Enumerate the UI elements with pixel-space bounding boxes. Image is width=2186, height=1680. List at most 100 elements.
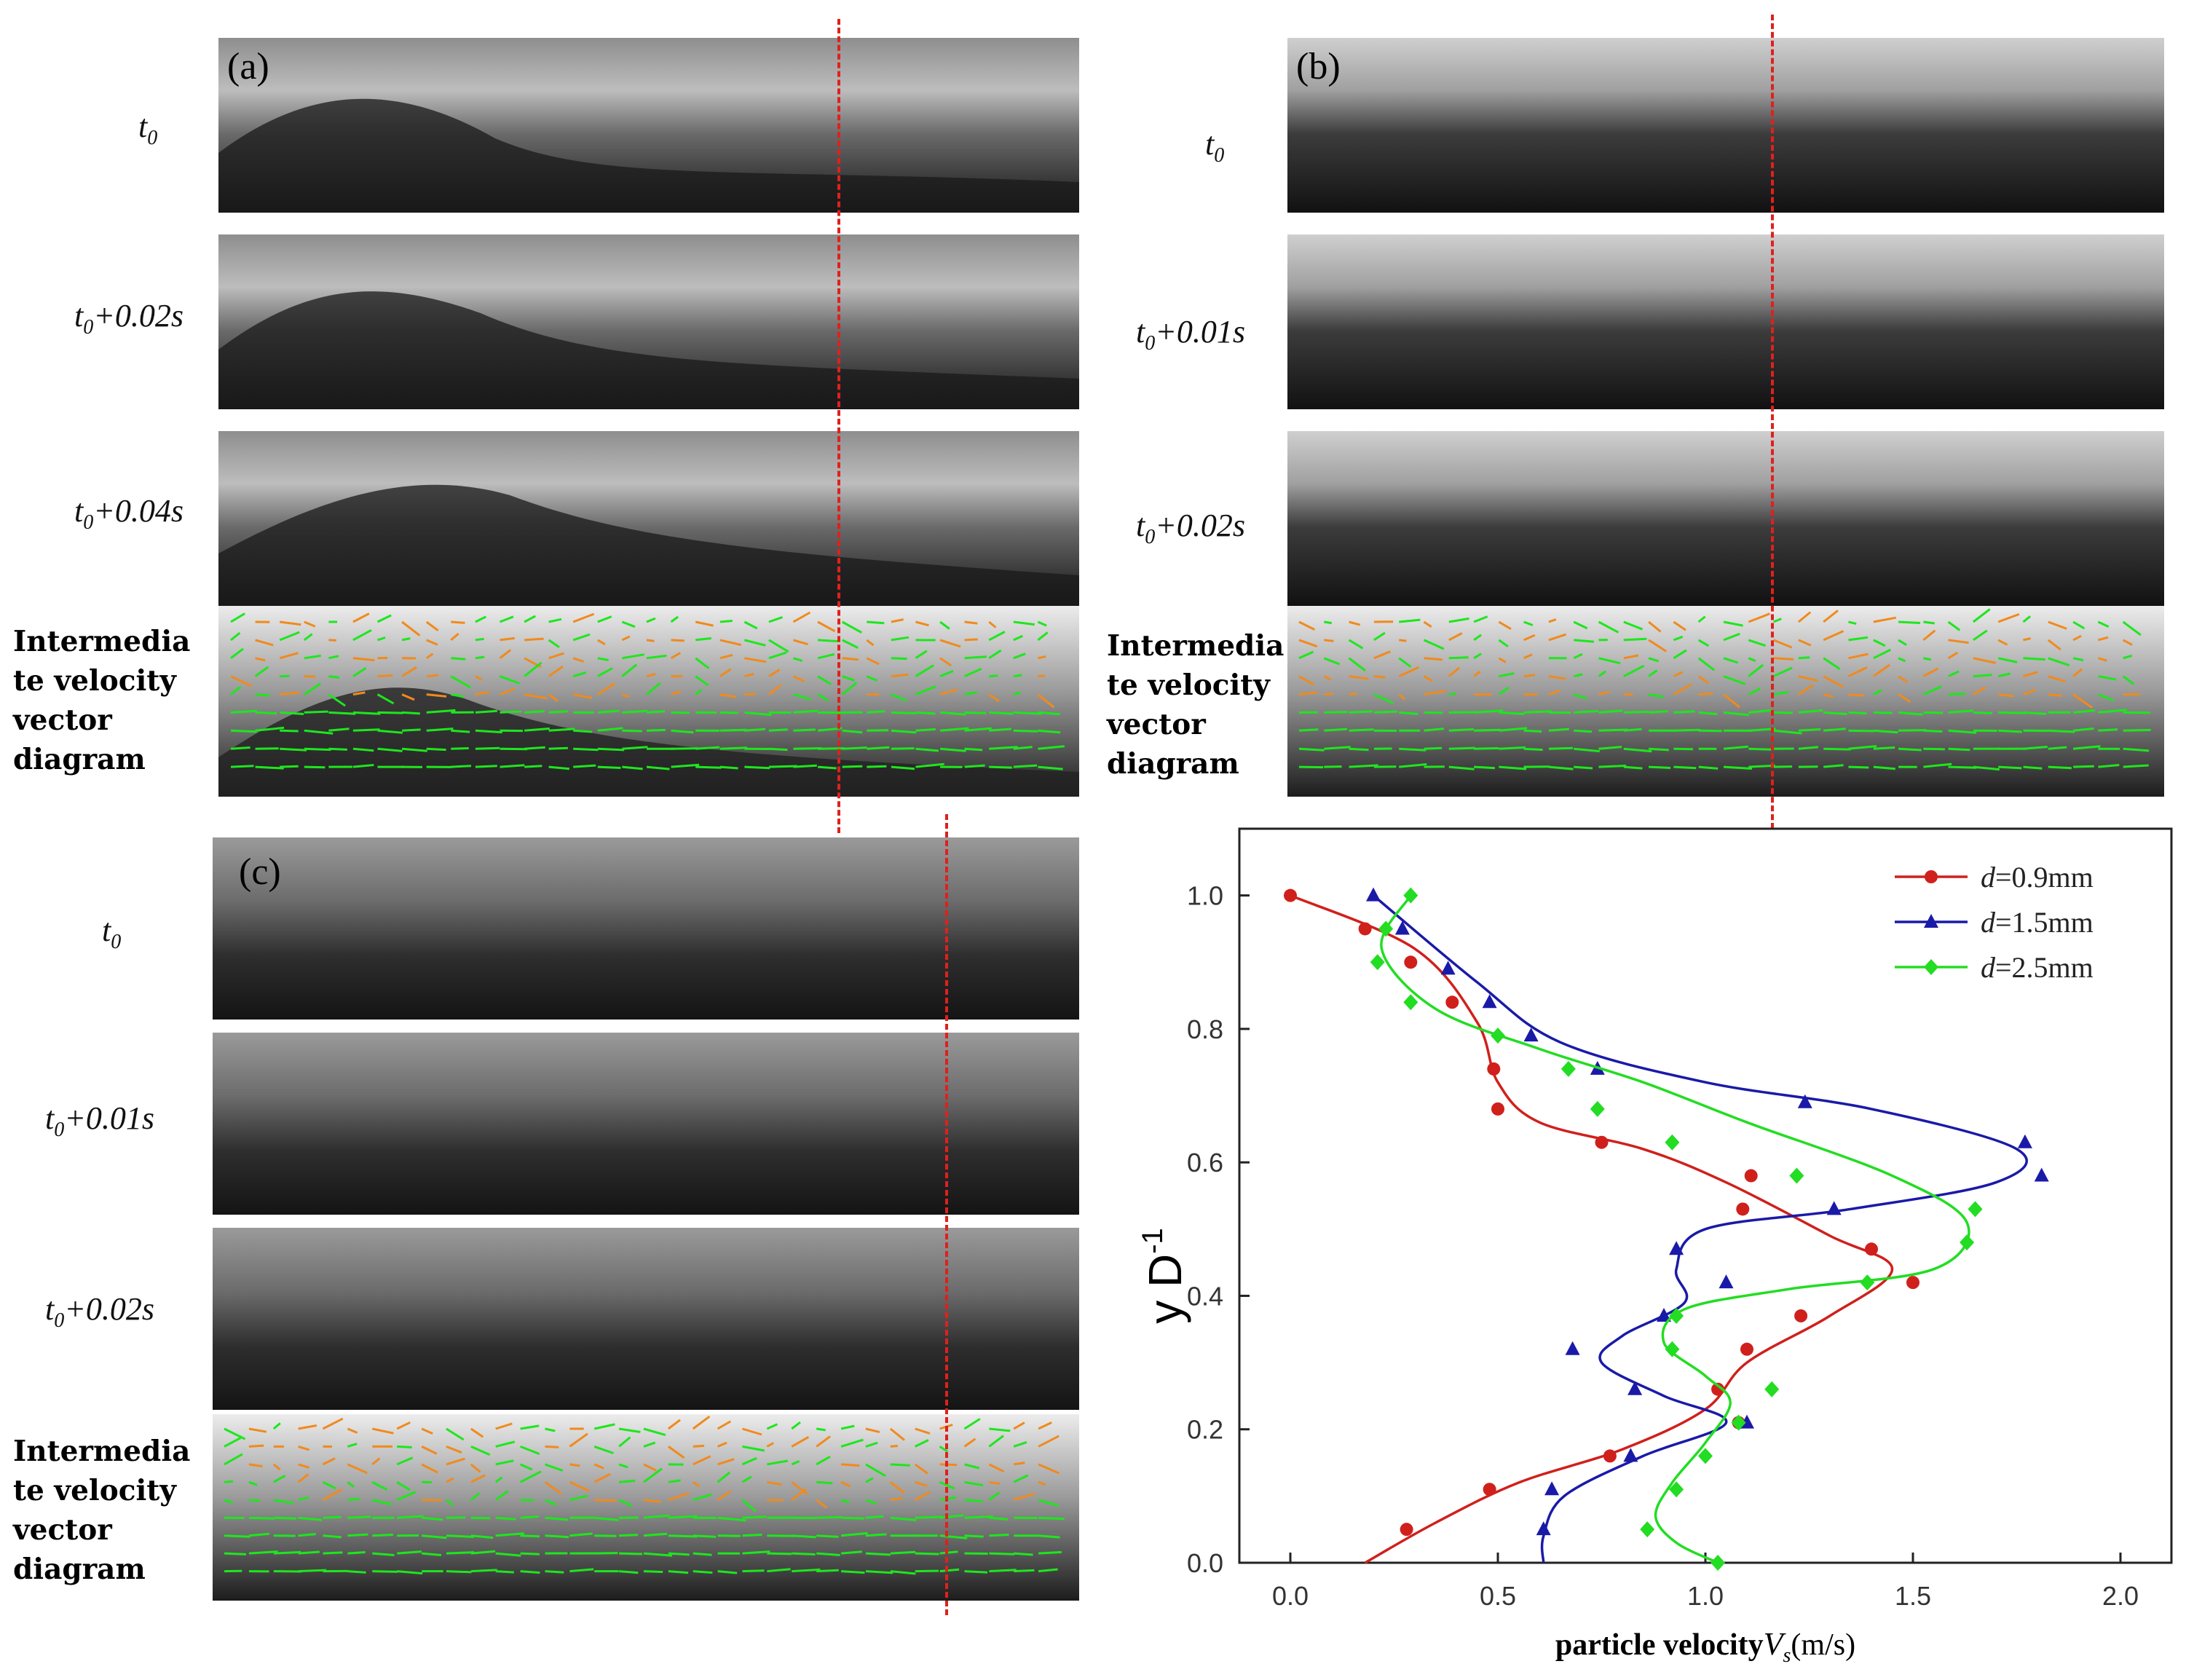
velocity-vector — [1998, 711, 2026, 714]
velocity-vector — [717, 1420, 732, 1430]
velocity-vector — [322, 1480, 336, 1490]
velocity-vector — [1473, 709, 1503, 714]
velocity-vector — [695, 689, 703, 695]
velocity-vector — [426, 674, 439, 678]
velocity-vector — [1523, 729, 1542, 733]
guide-line-b — [1771, 15, 1774, 829]
velocity-vector — [495, 1570, 514, 1574]
velocity-vector — [1349, 675, 1369, 680]
panel-c-t0-label: t0 — [102, 912, 122, 953]
velocity-vector — [397, 1445, 412, 1448]
velocity-vector — [1923, 711, 1944, 714]
velocity-vector — [377, 729, 403, 734]
velocity-vector — [988, 649, 1002, 660]
velocity-vector — [372, 1570, 398, 1573]
velocity-vector — [1523, 634, 1536, 642]
velocity-vector — [377, 747, 403, 752]
velocity-vector — [964, 727, 992, 732]
velocity-vector — [791, 1481, 809, 1496]
velocity-vector — [1723, 745, 1748, 750]
velocity-vector — [717, 1458, 735, 1466]
velocity-vector — [230, 675, 253, 687]
velocity-vector — [446, 1427, 465, 1441]
velocity-vector — [544, 1499, 557, 1506]
velocity-vector — [717, 1471, 731, 1483]
velocity-vector — [793, 657, 803, 662]
velocity-vector — [2072, 668, 2083, 677]
velocity-vector — [1573, 693, 1587, 700]
vector-label-line: te velocity — [13, 664, 176, 698]
velocity-vector — [1574, 639, 1595, 643]
velocity-vector — [1548, 727, 1570, 732]
velocity-vector — [371, 1480, 388, 1491]
velocity-vector — [230, 746, 250, 750]
velocity-vector — [915, 1439, 929, 1448]
velocity-vector — [1723, 620, 1743, 627]
velocity-vector — [939, 657, 952, 667]
velocity-vector — [1923, 762, 1952, 768]
velocity-vector — [248, 1499, 260, 1502]
velocity-vector — [545, 1516, 569, 1521]
velocity-vector — [1673, 635, 1684, 642]
velocity-vector — [964, 1480, 984, 1487]
velocity-vector — [1014, 1569, 1035, 1573]
velocity-vector — [347, 1515, 371, 1519]
velocity-vector — [768, 669, 781, 677]
velocity-vector — [1574, 729, 1593, 733]
velocity-vector — [646, 639, 655, 642]
velocity-vector — [255, 726, 285, 732]
velocity-vector — [572, 693, 592, 699]
velocity-vector — [2072, 634, 2082, 642]
velocity-vector — [1038, 1568, 1058, 1573]
velocity-vector — [989, 1534, 1009, 1537]
velocity-vector — [304, 765, 325, 769]
velocity-vector — [475, 637, 484, 642]
velocity-vector — [402, 711, 420, 715]
velocity-vector — [816, 1455, 831, 1466]
velocity-vector — [1499, 746, 1526, 750]
velocity-vector — [2097, 693, 2115, 702]
velocity-vector — [572, 657, 584, 663]
velocity-vector — [396, 1491, 417, 1502]
velocity-vector — [867, 765, 887, 768]
velocity-vector — [470, 1427, 484, 1438]
velocity-vector — [2072, 657, 2084, 662]
velocity-vector — [1648, 710, 1668, 714]
velocity-vector — [255, 639, 274, 647]
velocity-vector — [867, 620, 885, 625]
velocity-vector — [865, 1477, 874, 1483]
velocity-vector — [298, 1463, 310, 1469]
velocity-vector — [866, 639, 875, 647]
velocity-vector — [939, 1496, 957, 1502]
velocity-vector — [939, 1463, 958, 1467]
velocity-vector — [1898, 729, 1927, 732]
velocity-vector — [1898, 747, 1922, 752]
velocity-vector — [1948, 693, 1966, 696]
velocity-vector — [989, 765, 1012, 769]
velocity-vector — [280, 711, 304, 715]
velocity-vector — [1324, 727, 1348, 732]
velocity-vector — [1598, 620, 1619, 634]
velocity-vector — [915, 1427, 931, 1435]
velocity-vector — [1423, 620, 1432, 628]
velocity-vector — [939, 1550, 958, 1555]
velocity-vector — [816, 1552, 840, 1556]
velocity-vector — [719, 668, 732, 677]
velocity-vector — [1348, 639, 1364, 650]
velocity-vector — [742, 1550, 770, 1555]
velocity-vector — [352, 764, 374, 768]
velocity-vector — [1623, 637, 1647, 642]
velocity-vector — [1448, 692, 1456, 696]
panel-b-t2-label: t0+0.02s — [1136, 508, 1246, 548]
velocity-vector — [939, 688, 958, 696]
velocity-vector — [865, 1441, 878, 1448]
velocity-vector — [544, 1463, 564, 1472]
velocity-vector — [842, 746, 867, 750]
velocity-vector — [1623, 664, 1645, 678]
velocity-vector — [450, 632, 459, 642]
velocity-vector — [304, 729, 334, 735]
velocity-vector — [1598, 746, 1622, 750]
velocity-vector — [377, 711, 403, 714]
velocity-vector — [891, 729, 917, 734]
panel-b-letter: (b) — [1296, 46, 1341, 87]
